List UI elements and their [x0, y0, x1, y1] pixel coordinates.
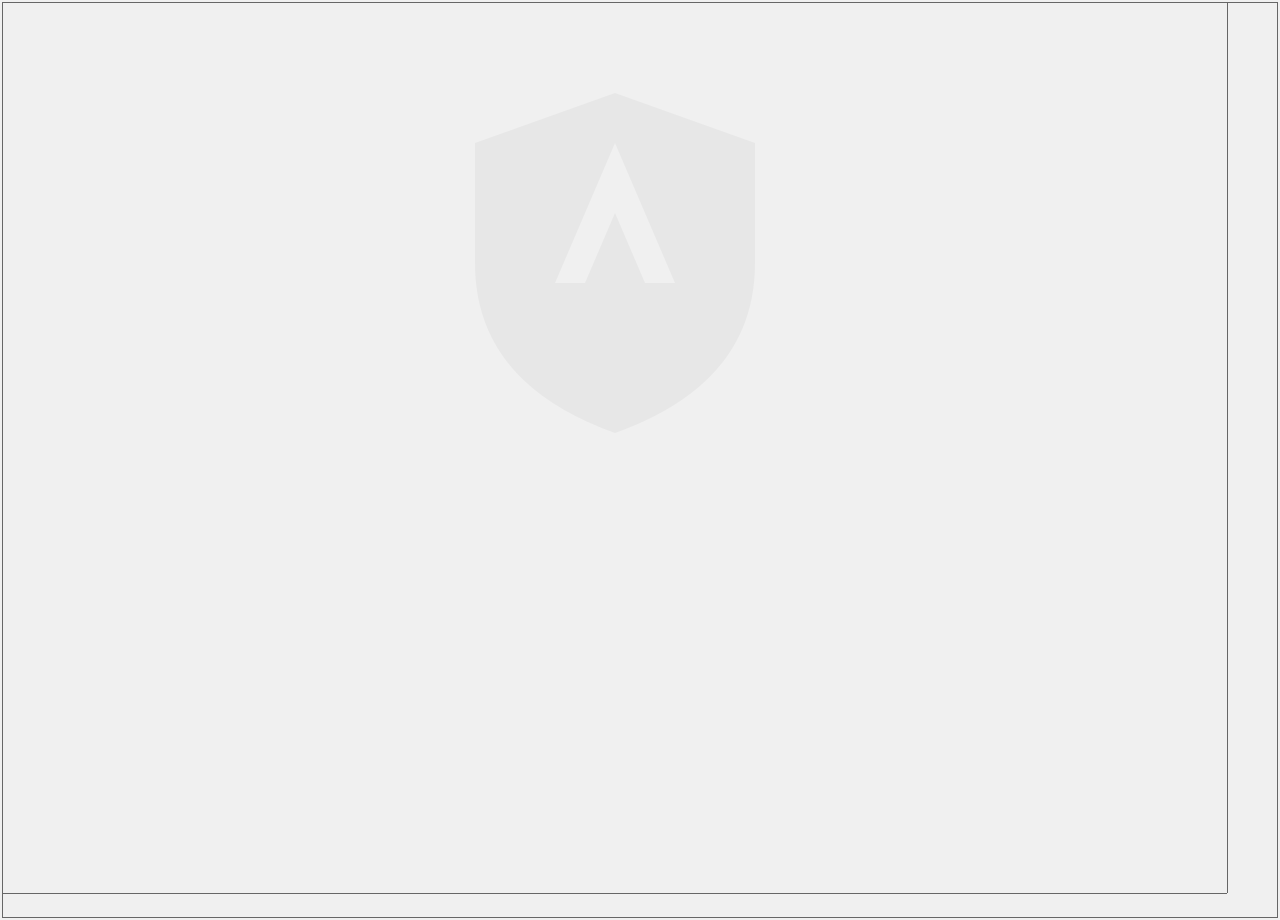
chart-plot-area[interactable]	[3, 3, 1227, 893]
price-plot-svg	[3, 3, 1227, 893]
y-axis	[1227, 3, 1277, 893]
x-axis	[3, 893, 1227, 917]
chart-container	[2, 2, 1278, 918]
